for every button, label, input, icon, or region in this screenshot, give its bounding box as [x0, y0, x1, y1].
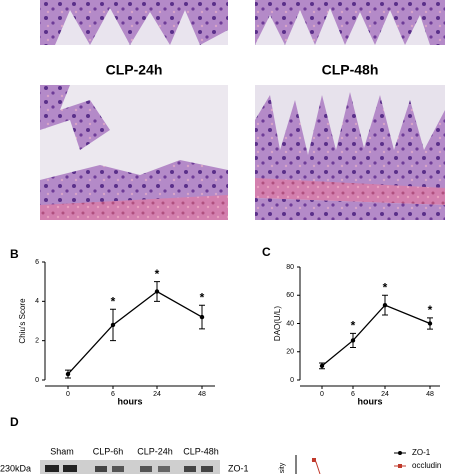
x-tick-label: 48	[426, 391, 434, 398]
y-tick-label: 4	[35, 298, 39, 305]
annotation: *	[351, 319, 356, 333]
axis-label: sity	[279, 462, 286, 473]
marker-label: 230kDa	[0, 463, 31, 473]
y-tick-label: 40	[286, 320, 294, 327]
x-tick-label: 24	[381, 391, 389, 398]
group-label: CLP-48h	[322, 62, 379, 78]
annotation: *	[383, 280, 388, 294]
y-axis-label: Chiu's Score	[18, 298, 27, 344]
annotation: *	[155, 267, 160, 281]
point	[110, 322, 116, 328]
y-tick-label: 20	[286, 349, 294, 356]
x-tick-label: 6	[111, 391, 115, 398]
blot	[40, 460, 220, 474]
panel-label: C	[262, 245, 271, 259]
y-tick-label: 60	[286, 292, 294, 299]
point	[319, 363, 325, 369]
point	[65, 371, 71, 377]
y-tick-label: 6	[35, 259, 39, 266]
x-axis-label: hours	[117, 396, 142, 406]
point	[350, 338, 356, 343]
x-tick-label: 0	[320, 391, 324, 398]
y-tick-label: 2	[35, 338, 39, 345]
legend-label: ZO-1	[412, 448, 431, 457]
line	[321, 304, 431, 367]
point	[154, 289, 160, 294]
point	[382, 302, 388, 308]
x-tick-label: 0	[66, 391, 70, 398]
y-tick-label: 80	[286, 264, 294, 271]
y-tick-label: 0	[35, 377, 39, 384]
panel-label: D	[10, 415, 19, 429]
point	[427, 321, 433, 326]
band-label: ZO-1	[228, 463, 249, 473]
annotation: *	[111, 294, 116, 308]
y-axis-label: DAO(U/L)	[273, 306, 282, 341]
lane-label: CLP-6h	[93, 446, 124, 456]
y-tick-label: 0	[290, 377, 294, 384]
point	[199, 314, 205, 320]
x-tick-label: 6	[351, 391, 355, 398]
line	[67, 290, 203, 375]
legend-label: occludin	[412, 461, 441, 470]
annotation: *	[200, 290, 205, 304]
x-axis-label: hours	[357, 396, 382, 406]
x-tick-label: 48	[198, 391, 206, 398]
histology	[40, 0, 445, 220]
x-tick-label: 24	[153, 391, 161, 398]
group-label: CLP-24h	[106, 62, 163, 78]
annotation: *	[428, 303, 433, 317]
lane-label: CLP-24h	[137, 446, 173, 456]
lane-label: Sham	[50, 446, 74, 456]
lane-label: CLP-48h	[183, 446, 219, 456]
panel-d: D Sham CLP-6h CLP-24h CLP-48h 230kDa ZO-…	[0, 415, 441, 474]
panel-label: B	[10, 247, 19, 261]
